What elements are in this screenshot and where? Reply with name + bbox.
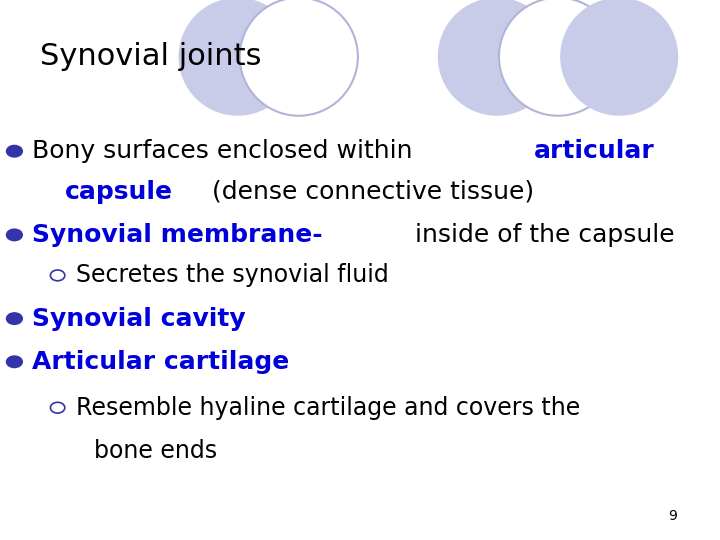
Circle shape (50, 402, 65, 413)
Ellipse shape (499, 0, 617, 116)
Ellipse shape (560, 0, 678, 116)
Text: (dense connective tissue): (dense connective tissue) (204, 180, 534, 204)
Text: 9: 9 (668, 509, 677, 523)
Text: Secretes the synovial fluid: Secretes the synovial fluid (76, 264, 388, 287)
Ellipse shape (240, 0, 358, 116)
Text: capsule: capsule (65, 180, 173, 204)
Text: bone ends: bone ends (94, 439, 217, 463)
Text: Resemble hyaline cartilage and covers the: Resemble hyaline cartilage and covers th… (76, 396, 580, 420)
Ellipse shape (438, 0, 556, 116)
Text: inside of the capsule: inside of the capsule (408, 223, 675, 247)
Circle shape (6, 145, 23, 158)
Text: Articular cartilage: Articular cartilage (32, 350, 289, 374)
Text: Synovial membrane-: Synovial membrane- (32, 223, 323, 247)
Ellipse shape (179, 0, 297, 116)
Text: articular: articular (534, 139, 654, 163)
Circle shape (6, 312, 23, 325)
Text: Synovial cavity: Synovial cavity (32, 307, 246, 330)
Text: Synovial joints: Synovial joints (40, 42, 261, 71)
Circle shape (50, 270, 65, 281)
Circle shape (6, 228, 23, 241)
Circle shape (6, 355, 23, 368)
Text: Bony surfaces enclosed within: Bony surfaces enclosed within (32, 139, 421, 163)
